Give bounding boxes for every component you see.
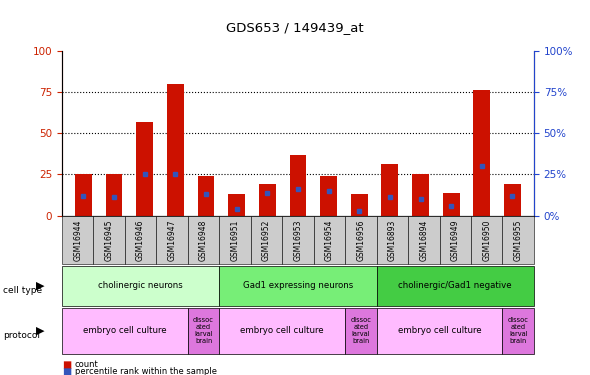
Text: percentile rank within the sample: percentile rank within the sample [75, 368, 217, 375]
Text: cell type: cell type [3, 286, 42, 295]
Text: GSM16948: GSM16948 [199, 219, 208, 261]
Bar [167, 84, 183, 216]
Text: GSM16945: GSM16945 [104, 219, 114, 261]
Text: GSM16951: GSM16951 [231, 219, 240, 261]
Text: GSM16947: GSM16947 [168, 219, 176, 261]
Text: ▶: ▶ [36, 281, 44, 291]
Text: embryo cell culture: embryo cell culture [83, 326, 167, 335]
Bar [320, 176, 337, 216]
Text: dissoc
ated
larval
brain: dissoc ated larval brain [350, 317, 371, 344]
Text: cholinergic neurons: cholinergic neurons [99, 281, 183, 290]
Text: GDS653 / 149439_at: GDS653 / 149439_at [226, 21, 364, 34]
Text: dissoc
ated
larval
brain: dissoc ated larval brain [193, 317, 214, 344]
Text: ▶: ▶ [36, 326, 44, 336]
Text: dissoc
ated
larval
brain: dissoc ated larval brain [508, 317, 529, 344]
Text: GSM16894: GSM16894 [419, 219, 428, 261]
Text: GSM16949: GSM16949 [451, 219, 460, 261]
Text: GSM16944: GSM16944 [73, 219, 82, 261]
Text: ■: ■ [62, 367, 71, 375]
Bar [382, 165, 398, 216]
Bar [228, 194, 245, 216]
Text: ■: ■ [62, 360, 71, 370]
Text: count: count [75, 360, 99, 369]
Text: protocol: protocol [3, 331, 40, 340]
Text: embryo cell culture: embryo cell culture [398, 326, 481, 335]
Text: Gad1 expressing neurons: Gad1 expressing neurons [243, 281, 353, 290]
Text: GSM16950: GSM16950 [482, 219, 491, 261]
Text: GSM16954: GSM16954 [325, 219, 334, 261]
Bar [75, 174, 92, 216]
Text: cholinergic/Gad1 negative: cholinergic/Gad1 negative [398, 281, 512, 290]
Bar [442, 192, 460, 216]
Text: GSM16955: GSM16955 [514, 219, 523, 261]
Text: GSM16946: GSM16946 [136, 219, 145, 261]
Bar [473, 90, 490, 216]
Bar [351, 194, 368, 216]
Text: GSM16953: GSM16953 [293, 219, 303, 261]
Text: embryo cell culture: embryo cell culture [240, 326, 324, 335]
Bar [504, 184, 521, 216]
Text: GSM16952: GSM16952 [262, 219, 271, 261]
Bar [412, 174, 429, 216]
Text: GSM16956: GSM16956 [356, 219, 365, 261]
Bar [106, 174, 123, 216]
Bar [198, 176, 214, 216]
Text: GSM16893: GSM16893 [388, 219, 397, 261]
Bar [290, 154, 306, 216]
Bar [259, 184, 276, 216]
Bar [136, 122, 153, 216]
